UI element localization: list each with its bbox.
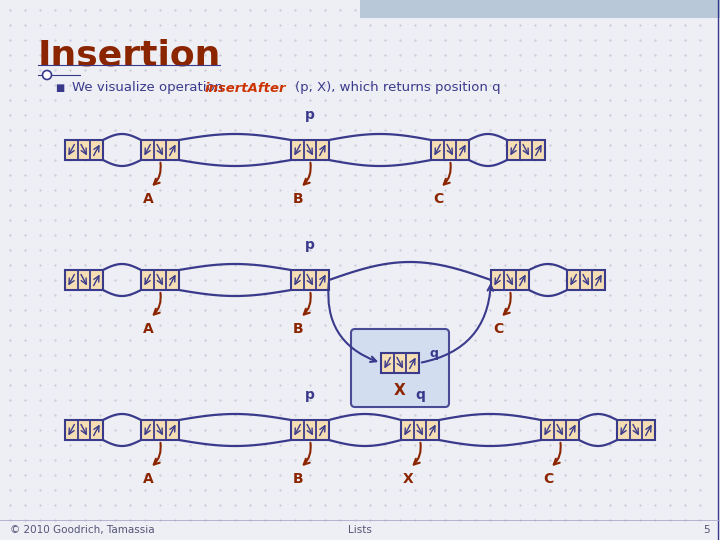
FancyBboxPatch shape bbox=[617, 420, 655, 440]
FancyBboxPatch shape bbox=[291, 140, 329, 160]
FancyBboxPatch shape bbox=[65, 270, 103, 290]
Text: p: p bbox=[305, 108, 315, 122]
FancyBboxPatch shape bbox=[401, 420, 439, 440]
Text: q: q bbox=[415, 388, 425, 402]
Text: p: p bbox=[305, 388, 315, 402]
Text: 5: 5 bbox=[703, 525, 710, 535]
Text: C: C bbox=[493, 322, 503, 336]
Text: (p, X), which returns position q: (p, X), which returns position q bbox=[295, 82, 500, 94]
Text: ■: ■ bbox=[55, 83, 65, 93]
Text: X: X bbox=[394, 383, 406, 398]
FancyBboxPatch shape bbox=[491, 270, 529, 290]
Text: We visualize operation: We visualize operation bbox=[72, 82, 228, 94]
Text: q: q bbox=[430, 347, 439, 360]
FancyBboxPatch shape bbox=[567, 270, 605, 290]
FancyBboxPatch shape bbox=[291, 270, 329, 290]
FancyBboxPatch shape bbox=[360, 0, 720, 18]
FancyBboxPatch shape bbox=[65, 140, 103, 160]
Text: Lists: Lists bbox=[348, 525, 372, 535]
FancyBboxPatch shape bbox=[507, 140, 545, 160]
FancyBboxPatch shape bbox=[65, 420, 103, 440]
Text: A: A bbox=[143, 192, 153, 206]
Text: X: X bbox=[402, 472, 413, 486]
Text: B: B bbox=[293, 472, 303, 486]
FancyBboxPatch shape bbox=[141, 140, 179, 160]
FancyBboxPatch shape bbox=[141, 270, 179, 290]
Text: C: C bbox=[433, 192, 443, 206]
Text: © 2010 Goodrich, Tamassia: © 2010 Goodrich, Tamassia bbox=[10, 525, 155, 535]
FancyBboxPatch shape bbox=[541, 420, 579, 440]
Circle shape bbox=[42, 71, 52, 79]
FancyBboxPatch shape bbox=[431, 140, 469, 160]
FancyBboxPatch shape bbox=[351, 329, 449, 407]
Text: B: B bbox=[293, 322, 303, 336]
Text: Insertion: Insertion bbox=[38, 38, 221, 72]
Text: A: A bbox=[143, 472, 153, 486]
Text: insertAfter: insertAfter bbox=[205, 82, 287, 94]
FancyBboxPatch shape bbox=[291, 420, 329, 440]
FancyBboxPatch shape bbox=[381, 353, 419, 373]
Text: C: C bbox=[543, 472, 553, 486]
FancyBboxPatch shape bbox=[141, 420, 179, 440]
Text: A: A bbox=[143, 322, 153, 336]
Text: p: p bbox=[305, 238, 315, 252]
Text: B: B bbox=[293, 192, 303, 206]
